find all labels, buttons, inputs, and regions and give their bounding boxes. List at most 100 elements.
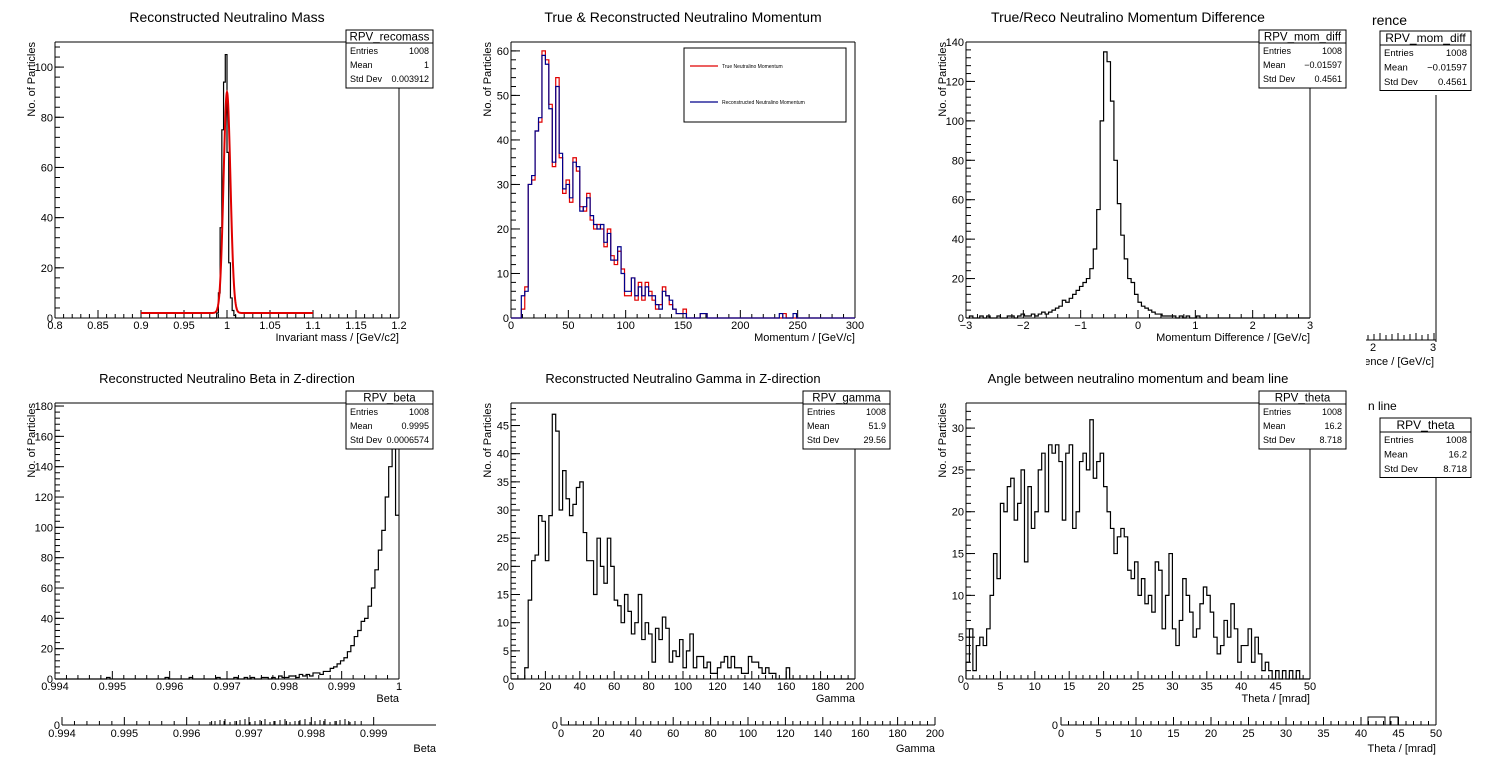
y-tick-label: 5 xyxy=(958,632,964,644)
chart-recomass: Reconstructed Neutralino Mass 0.8 0.85 0.9 0… xyxy=(26,9,434,344)
ghost-theta-stats-key: Std Dev xyxy=(1384,464,1418,475)
x-tick-label: 180 xyxy=(811,681,829,693)
stats-value: 8.718 xyxy=(1319,435,1342,445)
x-tick-label: 0.997 xyxy=(213,681,241,693)
x-tick-label: 0.994 xyxy=(41,681,69,693)
y-tick-label: 120 xyxy=(35,492,53,504)
gaussian-fit-line xyxy=(141,89,313,314)
histogram-series-2 xyxy=(511,54,855,319)
ghost-axis-gamma-tick-label: 140 xyxy=(814,728,832,740)
ghost-tick-2: 2 xyxy=(1370,342,1376,354)
ghost-momdiff-stats-value: 0.4561 xyxy=(1438,77,1467,88)
x-tick-label: 0 xyxy=(1135,320,1141,332)
x-tick-label: 80 xyxy=(642,681,654,693)
x-tick-label: 60 xyxy=(608,681,620,693)
y-tick-label: 40 xyxy=(497,135,509,147)
ghost-theta-stats-key: Entries xyxy=(1384,435,1414,446)
chart-title: True & Reconstructed Neutralino Momentum xyxy=(544,9,821,25)
ghost-axis-theta-tick-label: 10 xyxy=(1130,728,1142,740)
x-tick-label: 40 xyxy=(1235,681,1247,693)
ghost-title-fragment-bottom: n line xyxy=(1368,399,1397,413)
x-tick-label: 160 xyxy=(777,681,795,693)
ghost-axis-beta-tick-label: 0.996 xyxy=(173,728,201,740)
ghost-axis-beta-tick-label: 0.994 xyxy=(48,728,76,740)
x-tick-label: 1.05 xyxy=(259,320,280,332)
x-axis-label: Gamma xyxy=(816,693,856,705)
ghost-axis-gamma-zero: 0 xyxy=(552,720,558,732)
ghost-axis-gamma-tick-label: 200 xyxy=(926,728,944,740)
stats-value: 1008 xyxy=(1322,46,1342,56)
x-tick-label: 1.1 xyxy=(305,320,320,332)
ghost-momdiff-stats-key: Std Dev xyxy=(1384,77,1418,88)
ghost-axis-theta: 0 5 10 15 20 25 30 35 40 45 50 0 Theta / [mrad] xyxy=(1052,717,1442,755)
x-tick-label: 200 xyxy=(731,320,749,332)
y-tick-label: 0 xyxy=(958,674,964,686)
y-tick-label: 40 xyxy=(41,613,53,625)
x-tick-label: 10 xyxy=(1029,681,1041,693)
y-tick-label: 30 xyxy=(952,423,964,435)
x-tick-label: −1 xyxy=(1074,320,1087,332)
y-tick-label: 5 xyxy=(503,646,509,658)
x-tick-label: 2 xyxy=(1250,320,1256,332)
ghost-axis-gamma-tick-label: 40 xyxy=(630,728,642,740)
stats-key: Std Dev xyxy=(350,435,383,445)
ghost-momdiff-stats-key: Entries xyxy=(1384,48,1414,59)
x-tick-label: 15 xyxy=(1063,681,1075,693)
stats-key: Std Dev xyxy=(350,74,383,84)
y-tick-label: 140 xyxy=(35,462,53,474)
histogram-series-1 xyxy=(209,53,245,319)
ghost-momdiff-stats-name: RPV_mom_diff xyxy=(1385,31,1466,45)
chart-title: Reconstructed Neutralino Gamma in Z-dire… xyxy=(545,371,820,386)
ghost-axis-gamma-tick-label: 100 xyxy=(739,728,757,740)
chart-theta: Angle between neutralino momentum and be… xyxy=(937,371,1347,705)
y-tick-label: 20 xyxy=(41,644,53,656)
x-tick-label: 100 xyxy=(616,320,634,332)
ghost-axis-gamma-label: Gamma xyxy=(896,743,936,755)
stats-value: 0.9995 xyxy=(401,421,429,431)
ghost-xlabel-fragment: ence / [GeV/c] xyxy=(1364,356,1434,368)
ghost-layer: rence 2 3 ence / [GeV/c] n line RPV_mom_diff E… xyxy=(48,12,1472,755)
y-tick-label: 20 xyxy=(497,224,509,236)
x-axis-label: Theta / [mrad] xyxy=(1242,693,1310,705)
x-axis-label: Momentum Difference / [GeV/c] xyxy=(1156,332,1310,344)
stats-value: 16.2 xyxy=(1324,421,1342,431)
ghost-momdiff-stats-box xyxy=(1379,30,1472,91)
y-tick-label: 40 xyxy=(952,234,964,246)
y-tick-label: 40 xyxy=(41,213,53,225)
y-tick-label: 35 xyxy=(497,477,509,489)
stats-value: −0.01597 xyxy=(1304,60,1342,70)
stats-key: Std Dev xyxy=(807,435,840,445)
x-tick-label: 0.999 xyxy=(328,681,356,693)
x-tick-label: 0 xyxy=(508,681,514,693)
x-tick-label: 0 xyxy=(963,681,969,693)
legend-entry: Reconstructed Neutralino Momentum xyxy=(722,100,805,106)
ghost-axis-gamma-tick-label: 160 xyxy=(851,728,869,740)
y-tick-label: 140 xyxy=(946,37,964,49)
y-tick-label: 0 xyxy=(958,313,964,325)
stats-name: RPV_beta xyxy=(363,393,416,405)
ghost-tick-3: 3 xyxy=(1430,342,1436,354)
stats-key: Mean xyxy=(807,421,830,431)
x-tick-label: 300 xyxy=(846,320,864,332)
x-tick-label: 0.9 xyxy=(133,320,148,332)
stats-key: Mean xyxy=(350,60,373,70)
y-tick-label: 80 xyxy=(41,112,53,124)
stats-name: RPV_theta xyxy=(1275,393,1331,405)
x-tick-label: 20 xyxy=(539,681,551,693)
y-tick-label: 180 xyxy=(35,401,53,413)
ghost-momdiff-stats-key: Mean xyxy=(1384,63,1408,74)
x-tick-label: 35 xyxy=(1201,681,1213,693)
x-tick-label: 1.2 xyxy=(391,320,406,332)
y-tick-label: 25 xyxy=(952,465,964,477)
ghost-axis-theta-tick-label: 45 xyxy=(1392,728,1404,740)
y-tick-label: 20 xyxy=(497,561,509,573)
ghost-axis-gamma-tick-label: 60 xyxy=(667,728,679,740)
stats-value: 51.9 xyxy=(868,421,886,431)
ghost-momdiff-stats-value: 1008 xyxy=(1446,48,1467,59)
y-tick-label: 0 xyxy=(503,313,509,325)
x-tick-label: 40 xyxy=(574,681,586,693)
stats-key: Entries xyxy=(1263,407,1292,417)
ghost-axis-theta-tick-label: 0 xyxy=(1058,728,1064,740)
y-tick-label: 60 xyxy=(497,46,509,58)
